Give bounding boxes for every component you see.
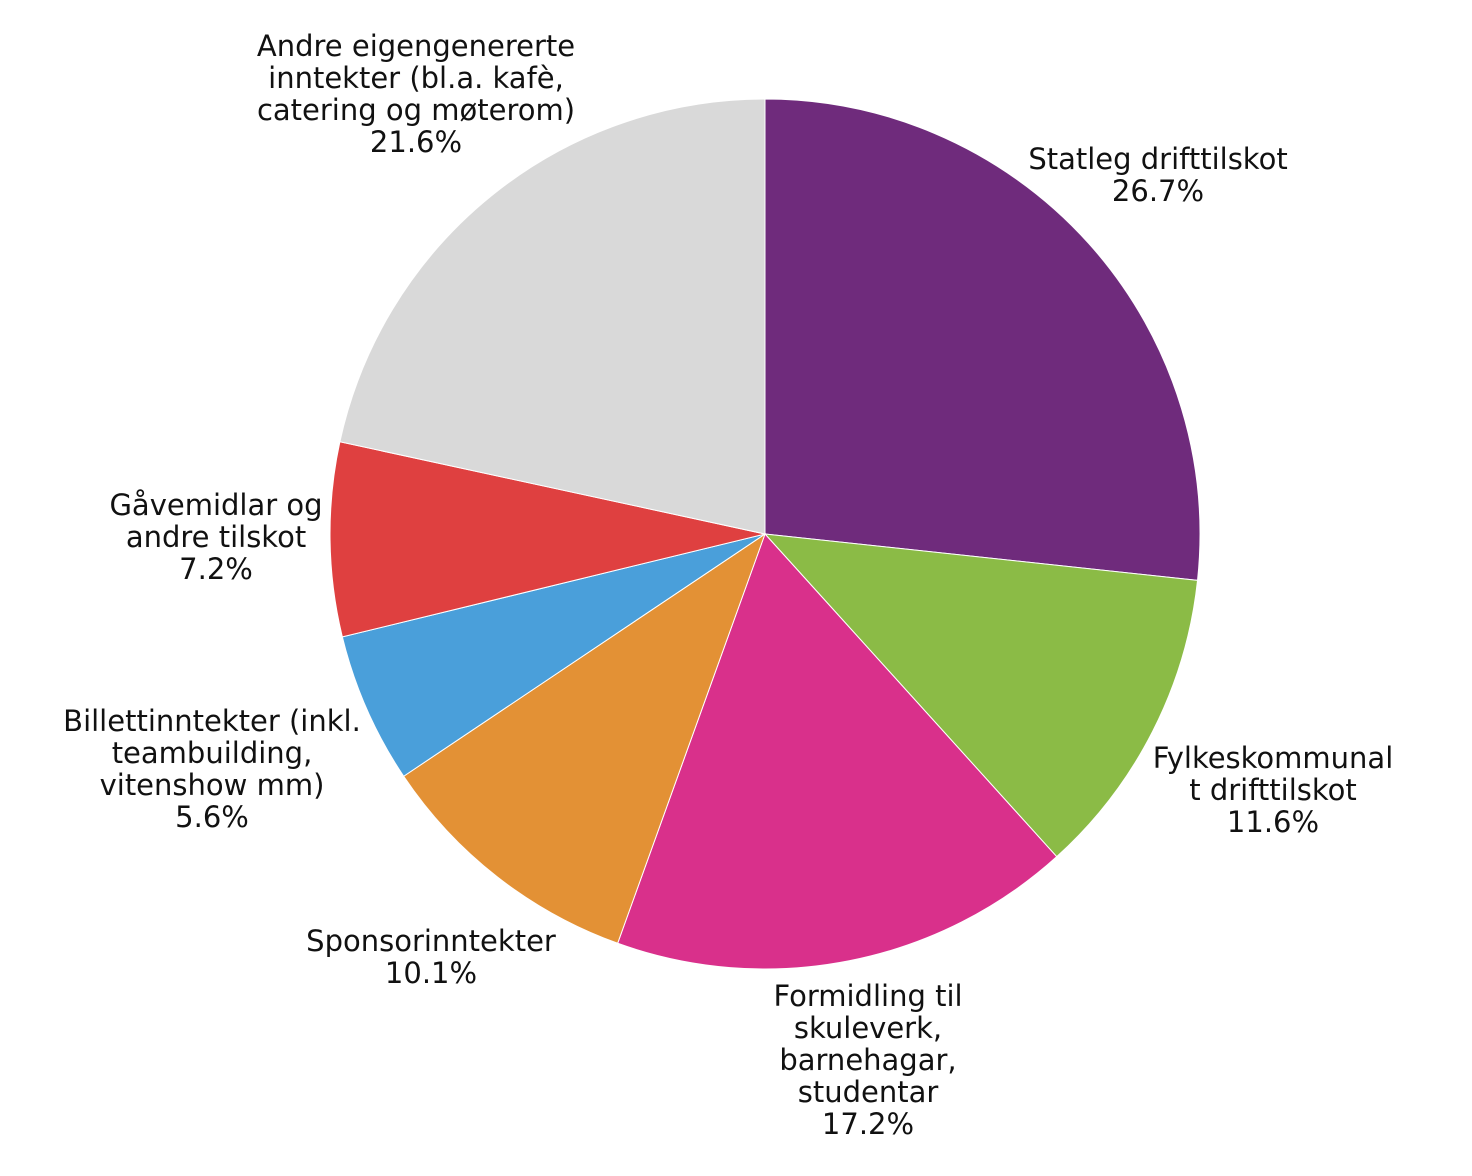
slice-value-label: 11.6% (1227, 805, 1319, 839)
slice-category-label: Billettinntekter (inkl. (63, 704, 361, 738)
slice-category-label: barnehagar, (779, 1043, 956, 1077)
slice-value-label: 5.6% (175, 800, 249, 834)
slice-category-label: Formidling til (773, 979, 962, 1013)
slice-category-label: studentar (798, 1075, 939, 1109)
slice-label-5: Billettinntekter (inkl. teambuilding, vite… (63, 704, 361, 834)
slice-category-label: skuleverk, (794, 1011, 942, 1045)
slice-value-label: 26.7% (1112, 174, 1204, 208)
slice-label-1: Statleg drifttilskot 26.7% (1028, 142, 1287, 208)
slice-label-4: Sponsorinntekter 10.1% (306, 924, 556, 990)
slice-category-label: t drifttilskot (1189, 773, 1357, 807)
slice-category-label: Sponsorinntekter (306, 924, 556, 958)
slice-category-label: Andre eigengenererte (257, 29, 575, 63)
slice-category-label: catering og møterom) (257, 93, 575, 127)
slice-statleg-drifttilskot (764, 98, 1201, 581)
slice-billettinntekter-inkl (341, 533, 766, 777)
slice-fylkeskommunal-t (763, 533, 1199, 858)
slice-category-label: Fylkeskommunal (1153, 741, 1394, 775)
slice-category-label: vitenshow mm) (100, 768, 325, 802)
slice-label-3: Formidling til skuleverk, barnehagar, stude… (773, 979, 962, 1141)
slice-gavemidlar-og (329, 441, 766, 638)
slice-value-label: 7.2% (179, 552, 253, 586)
slice-category-label: Gåvemidlar og (109, 488, 322, 522)
slice-value-label: 17.2% (822, 1107, 914, 1141)
slice-category-label: Statleg drifttilskot (1028, 142, 1287, 176)
slice-category-label: inntekter (bl.a. kafè, (268, 61, 564, 95)
slice-category-label: teambuilding, (112, 736, 313, 770)
slice-andre-eigengenererte (339, 98, 766, 535)
slice-label-6: Gåvemidlar og andre tilskot 7.2% (109, 488, 322, 586)
slice-sponsorinntekter (402, 532, 766, 944)
slice-value-label: 21.6% (370, 125, 462, 159)
slice-category-label: andre tilskot (126, 520, 306, 554)
slices-layer (329, 98, 1201, 970)
slice-label-2: Fylkeskommunal t drifttilskot 11.6% (1153, 741, 1394, 839)
slice-value-label: 10.1% (385, 956, 477, 990)
labels-layer: Statleg drifttilskot 26.7%Fylkeskommunal t… (63, 29, 1393, 1141)
slice-formidling-til (617, 533, 1058, 970)
slice-label-7: Andre eigengenererte inntekter (bl.a. kaf… (257, 29, 575, 159)
